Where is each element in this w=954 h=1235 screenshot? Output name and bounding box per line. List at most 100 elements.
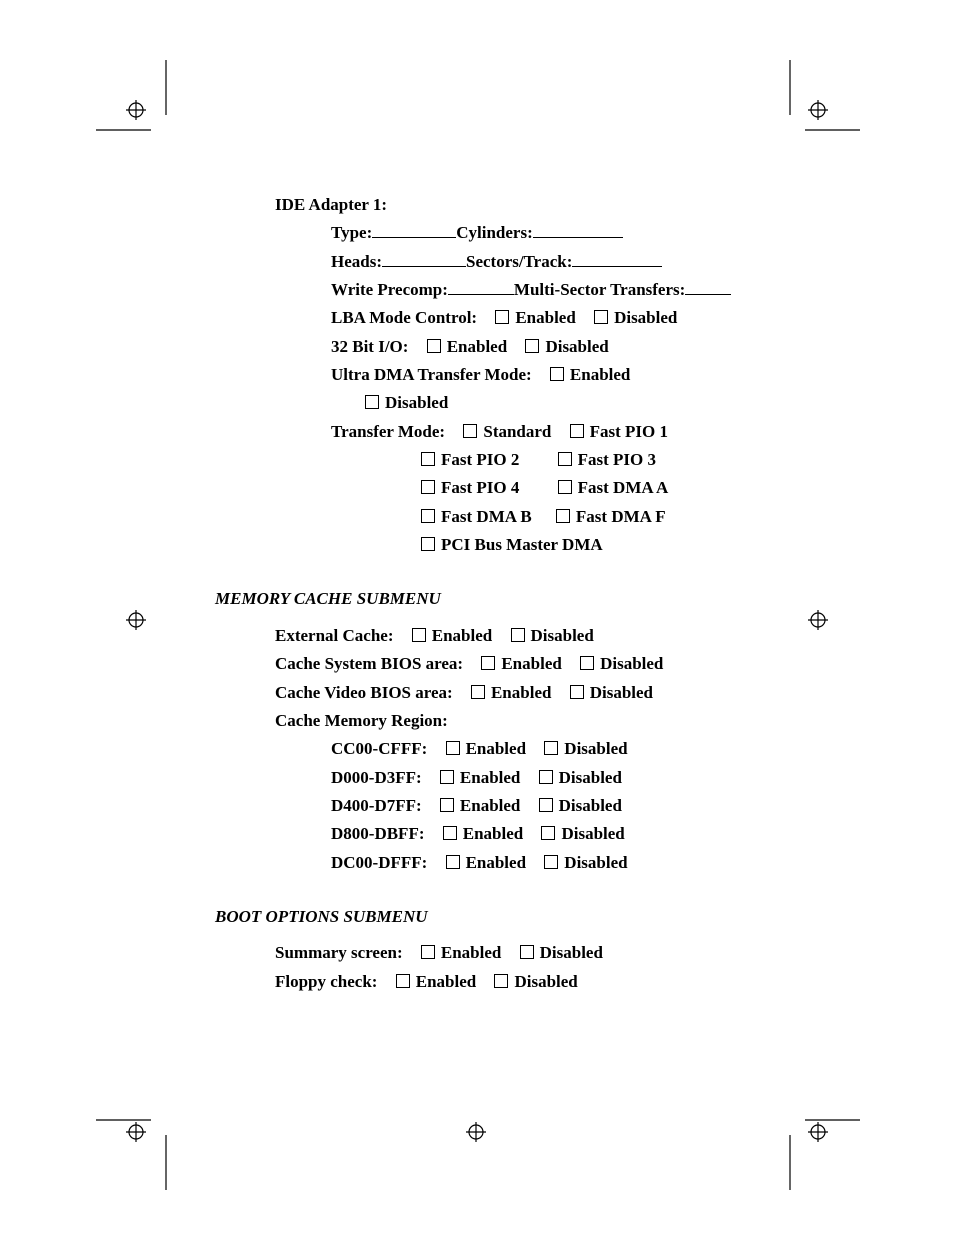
checkbox-fast-dma-a[interactable] [558, 480, 572, 494]
boot-options-title: BOOT OPTIONS SUBMENU [215, 904, 825, 930]
checkbox-ultradma-enabled[interactable] [550, 367, 564, 381]
row-summary-screen: Summary screen: Enabled Disabled [275, 940, 825, 966]
label-multi-sector: Multi-Sector Transfers: [514, 280, 685, 299]
label-external-cache: External Cache: [275, 626, 394, 645]
label-cache-video-bios: Cache Video BIOS area: [275, 683, 453, 702]
checkbox-floppy-disabled[interactable] [494, 974, 508, 988]
label-cylinders: Cylinders: [456, 223, 533, 242]
checkbox-region-0-enabled[interactable] [446, 741, 460, 755]
blank-heads[interactable] [382, 250, 466, 267]
checkbox-region-2-disabled[interactable] [539, 798, 553, 812]
checkbox-lba-enabled[interactable] [495, 310, 509, 324]
checkbox-region-1-enabled[interactable] [440, 770, 454, 784]
blank-cylinders[interactable] [533, 221, 623, 238]
checkbox-fast-pio1[interactable] [570, 424, 584, 438]
row-lba: LBA Mode Control: Enabled Disabled [331, 305, 825, 331]
checkbox-cache-system-bios-enabled[interactable] [481, 656, 495, 670]
row-tm3: Fast PIO 4 Fast DMA A [411, 475, 825, 501]
row-tm2: Fast PIO 2 Fast PIO 3 [411, 447, 825, 473]
label-write-precomp: Write Precomp: [331, 280, 448, 299]
opt-region-3-enabled: Enabled [463, 824, 523, 843]
row-cache-memory-region: Cache Memory Region: [275, 708, 825, 734]
opt-fast-pio4: Fast PIO 4 [441, 478, 519, 497]
crop-mark-bottom-right [770, 1100, 860, 1195]
checkbox-region-3-disabled[interactable] [541, 826, 555, 840]
opt-pci-bus-master: PCI Bus Master DMA [441, 535, 603, 554]
checkbox-pci-bus-master[interactable] [421, 537, 435, 551]
page: IDE Adapter 1: Type:Cylinders: Heads:Sec… [0, 0, 954, 1235]
checkbox-region-4-disabled[interactable] [544, 855, 558, 869]
blank-write-precomp[interactable] [448, 278, 514, 295]
checkbox-fast-pio4[interactable] [421, 480, 435, 494]
checkbox-standard[interactable] [463, 424, 477, 438]
checkbox-region-2-enabled[interactable] [440, 798, 454, 812]
checkbox-external-cache-disabled[interactable] [511, 628, 525, 642]
checkbox-summary-enabled[interactable] [421, 945, 435, 959]
opt-floppy-enabled: Enabled [416, 972, 476, 991]
row-floppy-check: Floppy check: Enabled Disabled [275, 969, 825, 995]
label-transfer-mode: Transfer Mode: [331, 422, 445, 441]
label-floppy-check: Floppy check: [275, 972, 377, 991]
row-tm5: PCI Bus Master DMA [411, 532, 825, 558]
opt-external-cache-enabled: Enabled [432, 626, 492, 645]
opt-fast-dma-f: Fast DMA F [576, 507, 666, 526]
checkbox-ultradma-disabled[interactable] [365, 395, 379, 409]
opt-cache-video-bios-enabled: Enabled [491, 683, 551, 702]
checkbox-region-1-disabled[interactable] [539, 770, 553, 784]
checkbox-cache-video-bios-enabled[interactable] [471, 685, 485, 699]
checkbox-floppy-enabled[interactable] [396, 974, 410, 988]
opt-fast-pio2: Fast PIO 2 [441, 450, 519, 469]
row-writeprecomp-multisector: Write Precomp: Multi-Sector Transfers: [331, 277, 825, 303]
opt-region-2-enabled: Enabled [460, 796, 520, 815]
checkbox-fast-dma-f[interactable] [556, 509, 570, 523]
checkbox-external-cache-enabled[interactable] [412, 628, 426, 642]
memory-cache-title: MEMORY CACHE SUBMENU [215, 586, 825, 612]
opt-fast-dma-a: Fast DMA A [578, 478, 669, 497]
row-external-cache: External Cache: Enabled Disabled [275, 623, 825, 649]
opt-standard: Standard [483, 422, 551, 441]
checkbox-32bit-disabled[interactable] [525, 339, 539, 353]
opt-cache-system-bios-enabled: Enabled [501, 654, 561, 673]
checkbox-region-0-disabled[interactable] [544, 741, 558, 755]
opt-cache-system-bios-disabled: Disabled [600, 654, 663, 673]
checkbox-fast-pio2[interactable] [421, 452, 435, 466]
label-ultra-dma: Ultra DMA Transfer Mode: [331, 365, 532, 384]
blank-sectors[interactable] [572, 250, 662, 267]
checkbox-cache-video-bios-disabled[interactable] [570, 685, 584, 699]
checkbox-cache-system-bios-disabled[interactable] [580, 656, 594, 670]
label-region-3: D800-DBFF: [331, 824, 424, 843]
checkbox-region-4-enabled[interactable] [446, 855, 460, 869]
opt-lba-enabled: Enabled [515, 308, 575, 327]
row-region-3: D800-DBFF: Enabled Disabled [331, 821, 825, 847]
row-heads-sectors: Heads:Sectors/Track: [331, 249, 825, 275]
checkbox-lba-disabled[interactable] [594, 310, 608, 324]
ide-adapter-title: IDE Adapter 1: [275, 192, 825, 218]
opt-fast-dma-b: Fast DMA B [441, 507, 532, 526]
crop-mark-top-right [770, 60, 860, 155]
blank-multi-sector[interactable] [685, 278, 731, 295]
checkbox-fast-pio3[interactable] [558, 452, 572, 466]
checkbox-32bit-enabled[interactable] [427, 339, 441, 353]
reg-target-mid-left-icon [126, 610, 146, 630]
row-cache-video-bios: Cache Video BIOS area: Enabled Disabled [275, 680, 825, 706]
checkbox-fast-dma-b[interactable] [421, 509, 435, 523]
opt-ultradma-enabled: Enabled [570, 365, 630, 384]
crop-mark-top-left [96, 60, 186, 155]
opt-region-0-disabled: Disabled [564, 739, 627, 758]
reg-target-top-right-icon [808, 100, 828, 120]
row-32bit: 32 Bit I/O: Enabled Disabled [331, 334, 825, 360]
opt-cache-video-bios-disabled: Disabled [590, 683, 653, 702]
opt-fast-pio3: Fast PIO 3 [578, 450, 656, 469]
opt-32bit-disabled: Disabled [545, 337, 608, 356]
label-region-0: CC00-CFFF: [331, 739, 427, 758]
opt-region-0-enabled: Enabled [466, 739, 526, 758]
opt-summary-enabled: Enabled [441, 943, 501, 962]
checkbox-region-3-enabled[interactable] [443, 826, 457, 840]
label-region-1: D000-D3FF: [331, 768, 422, 787]
checkbox-summary-disabled[interactable] [520, 945, 534, 959]
label-heads: Heads: [331, 252, 382, 271]
blank-type[interactable] [372, 221, 456, 238]
label-summary-screen: Summary screen: [275, 943, 403, 962]
opt-fast-pio1: Fast PIO 1 [590, 422, 668, 441]
row-ultradma-disabled: Disabled [355, 390, 825, 416]
